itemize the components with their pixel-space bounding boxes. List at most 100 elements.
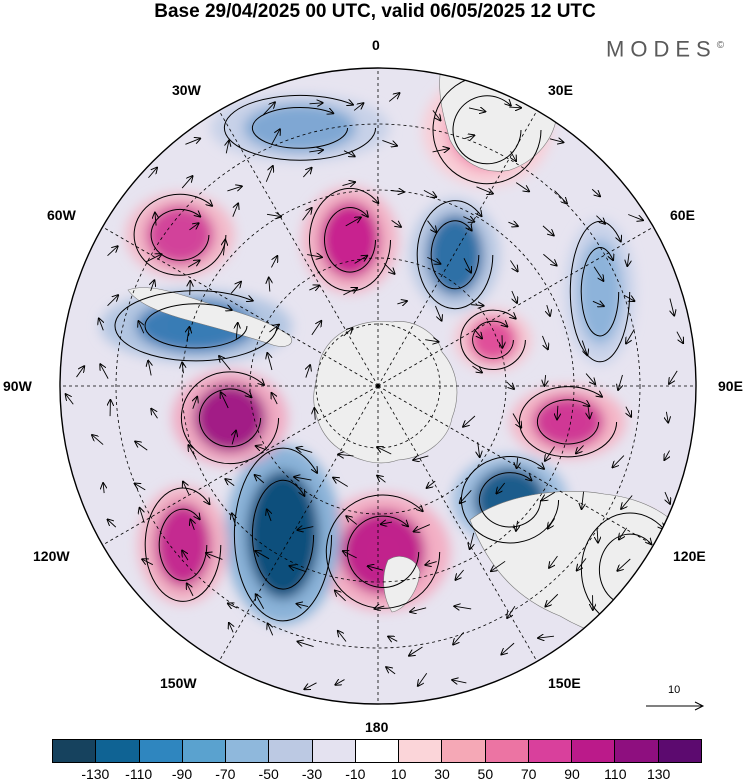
- streamline: [472, 321, 514, 360]
- wind-vector: [617, 558, 631, 571]
- lon-label-60w: 60W: [47, 207, 76, 223]
- wind-vector: [515, 182, 529, 192]
- wind-vector: [463, 415, 476, 427]
- south-pole: [376, 384, 380, 388]
- wind-vector: [294, 477, 312, 480]
- wind-vector: [512, 413, 521, 428]
- meridian: [102, 385, 379, 546]
- wind-vector: [269, 278, 270, 292]
- wind-vector: [585, 373, 595, 385]
- wind-vector: [414, 524, 430, 532]
- wind-vector: [501, 642, 515, 654]
- wind-vector: [100, 364, 109, 379]
- wind-vector: [472, 365, 482, 372]
- wind-vector: [306, 365, 310, 378]
- wind-vector: [345, 217, 361, 227]
- wind-vector: [232, 513, 236, 527]
- wind-vector: [193, 397, 197, 409]
- colorbar-swatch: [528, 740, 573, 762]
- wind-vector: [511, 151, 516, 161]
- wind-vector: [229, 623, 233, 633]
- wind-vector: [103, 483, 104, 494]
- anomaly-center: [212, 401, 248, 435]
- streamline: [251, 107, 349, 149]
- wind-vector: [543, 253, 556, 265]
- wind-vector: [183, 482, 190, 495]
- wind-vector: [343, 551, 357, 559]
- wind-vector: [108, 519, 117, 528]
- wind-vector: [188, 445, 196, 458]
- wind-vector: [271, 256, 277, 268]
- colorbar-tick-label: -130: [81, 766, 110, 782]
- streamline: [133, 193, 227, 276]
- wind-vector: [512, 290, 517, 303]
- anomaly-center: [550, 409, 586, 435]
- wind-vector: [368, 566, 384, 570]
- wind-vector: [665, 491, 670, 504]
- wind-vector: [619, 527, 628, 540]
- wind-vector: [468, 108, 485, 112]
- streamline: [478, 472, 542, 528]
- colorbar-swatch: [53, 740, 97, 762]
- wind-vector: [311, 321, 321, 336]
- wind-vector: [506, 381, 514, 389]
- lon-label-150e: 150E: [548, 675, 581, 691]
- colorbar-tick-label: -90: [171, 766, 193, 782]
- wind-vector: [621, 495, 633, 508]
- streamline: [416, 200, 494, 310]
- wind-vector: [427, 220, 437, 233]
- wind-vector: [219, 356, 231, 371]
- meridian: [377, 110, 538, 387]
- wind-vector: [374, 606, 385, 609]
- wind-vector: [542, 335, 547, 349]
- wind-vector: [418, 673, 428, 686]
- colorbar-swatch: [312, 740, 356, 762]
- colorbar-swatch: [139, 740, 183, 762]
- wind-vector: [187, 583, 194, 597]
- wind-vector: [309, 103, 323, 104]
- wind-vector: [185, 138, 200, 145]
- map-border: [59, 67, 697, 705]
- brand-name: MODES: [606, 36, 717, 62]
- wind-vector: [135, 483, 146, 491]
- wind-vector: [549, 555, 558, 568]
- wind-vector: [151, 409, 158, 419]
- anomaly-center: [163, 220, 197, 250]
- wind-vector: [548, 518, 556, 528]
- colorbar-tick-label: -50: [258, 766, 279, 782]
- anomaly-center: [272, 116, 328, 140]
- new-zealand: [383, 556, 421, 613]
- reference-vector-arrow: [646, 701, 705, 711]
- wind-vector: [452, 680, 467, 683]
- colorbar-swatch: [96, 740, 140, 762]
- colorbar-tick-label: -10: [345, 766, 366, 782]
- wind-vector: [470, 532, 474, 549]
- streamline: [150, 208, 210, 261]
- wind-vector: [377, 476, 386, 483]
- wind-vector: [425, 562, 437, 565]
- meridian: [377, 226, 654, 387]
- modes-logo: MODES©: [606, 33, 724, 62]
- anomaly-center: [169, 524, 197, 566]
- wind-vector: [148, 361, 151, 376]
- wind-vector: [464, 135, 475, 138]
- wind-vector: [66, 394, 74, 405]
- wind-vector: [432, 149, 449, 152]
- wind-vector: [554, 190, 567, 204]
- wind-vector: [297, 448, 313, 453]
- wind-vector: [187, 327, 189, 342]
- wind-vector: [309, 286, 319, 290]
- lon-label-180: 180: [365, 719, 389, 735]
- colorbar-tick-label: -30: [301, 766, 323, 782]
- colorbar-tick-label: 130: [646, 766, 671, 782]
- colorbar-swatch: [658, 740, 701, 762]
- colorbar-swatch: [182, 740, 227, 762]
- south-america: [127, 287, 292, 347]
- wind-vector: [187, 260, 199, 268]
- wind-vector: [227, 186, 241, 191]
- colorbar-swatch: [572, 740, 616, 762]
- wind-vector: [542, 225, 554, 236]
- wind-vector: [297, 527, 314, 530]
- wind-vector: [148, 168, 157, 179]
- wind-vector: [473, 328, 482, 338]
